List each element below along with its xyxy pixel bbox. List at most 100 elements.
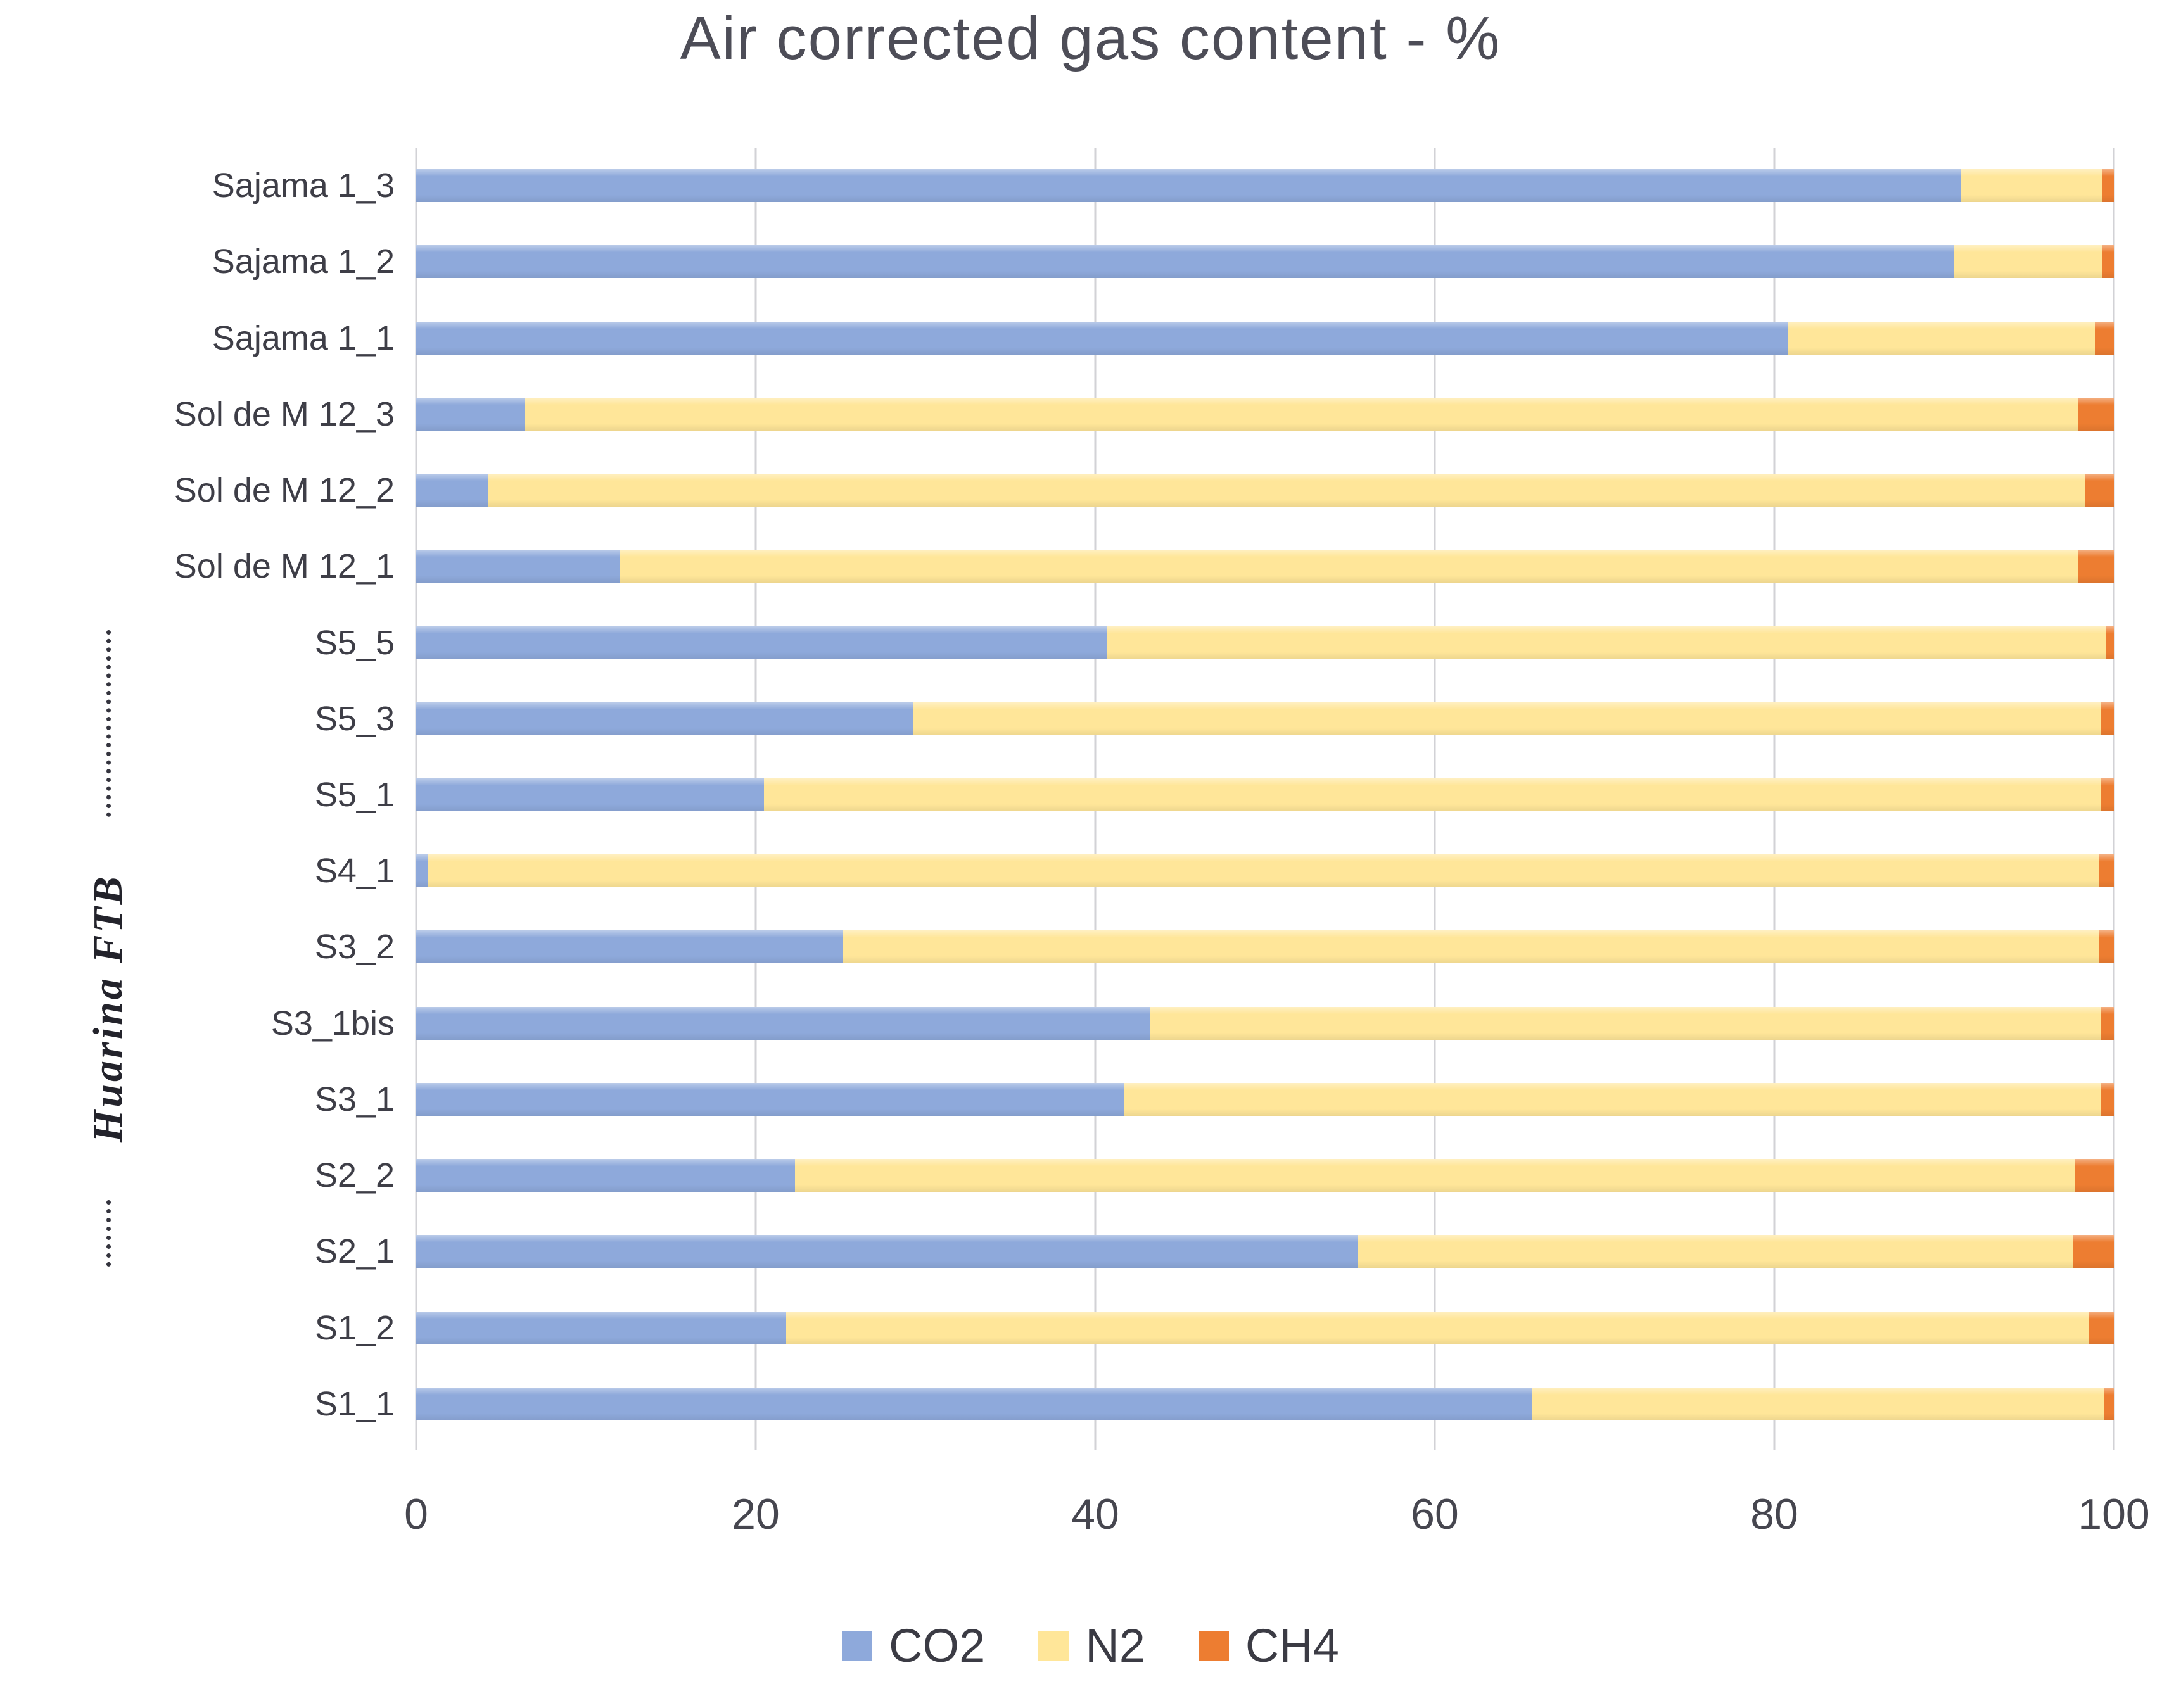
bar-segment-co2 [416,1082,1124,1116]
bar-segment-ch4 [2073,1235,2114,1268]
bar-row [416,300,2114,376]
stacked-bar [416,321,2114,355]
bar-row [416,985,2114,1061]
plot-area [415,148,2115,1450]
x-tick-label: 40 [1071,1490,1119,1538]
legend-label: CH4 [1245,1619,1339,1672]
bar-segment-co2 [416,930,843,964]
bar-segment-n2 [428,854,2099,888]
bar-row [416,148,2114,224]
legend-item-ch4: CH4 [1198,1619,1339,1673]
stacked-bar [416,1006,2114,1040]
group-label-dotted-leader-top [106,630,111,817]
bar-segment-ch4 [2100,702,2114,735]
chart-title: Air corrected gas content - % [680,4,1501,72]
bar-segment-ch4 [2102,169,2114,203]
bar-row [416,1137,2114,1213]
legend: CO2 N2 CH4 [0,1619,2181,1673]
bar-segment-co2 [416,169,1961,203]
group-label-dotted-leader-bottom [106,1200,111,1267]
category-label: Sajama 1_3 [212,167,395,205]
bar-segment-ch4 [2078,397,2114,431]
bar-row [416,833,2114,909]
category-label: S3_2 [314,928,395,966]
legend-swatch-co2 [842,1630,873,1661]
bar-segment-n2 [620,550,2078,583]
gridline-x-100 [2113,148,2115,1450]
bar-row [416,604,2114,680]
bar-row [416,909,2114,985]
bar-segment-ch4 [2088,1311,2114,1344]
bar-segment-ch4 [2105,626,2114,659]
bar-row [416,757,2114,833]
group-axis-label: Huarina FTB [73,630,143,1267]
stacked-bar [416,245,2114,279]
bar-segment-n2 [1358,1235,2073,1268]
legend-item-n2: N2 [1038,1619,1145,1673]
bar-row [416,376,2114,452]
bar-segment-ch4 [2103,1387,2114,1420]
category-label: Sol de M 12_3 [174,395,395,433]
x-tick-label: 60 [1411,1490,1459,1538]
bar-segment-n2 [786,1311,2089,1344]
bar-segment-ch4 [2100,778,2114,811]
bar-segment-co2 [416,321,1788,355]
y-axis-category-labels: Sajama 1_3 Sajama 1_2 Sajama 1_1 Sol de M 1… [0,148,404,1442]
legend-item-co2: CO2 [842,1619,985,1673]
bar-segment-n2 [1954,245,2102,279]
x-tick-label: 20 [732,1490,780,1538]
stacked-bar [416,474,2114,507]
stacked-bar [416,778,2114,811]
bar-segment-n2 [487,474,2085,507]
legend-swatch-n2 [1038,1630,1069,1661]
bar-segment-ch4 [2095,321,2114,355]
bar-segment-co2 [416,550,620,583]
bar-row [416,1290,2114,1366]
bar-segment-n2 [525,397,2078,431]
category-label: Sajama 1_2 [212,243,395,281]
bar-row [416,1366,2114,1442]
bar-segment-co2 [416,1387,1532,1420]
bar-segment-n2 [1788,321,2095,355]
bar-segment-co2 [416,702,914,735]
category-label: Sajama 1_1 [212,319,395,357]
bar-segment-n2 [1107,626,2106,659]
legend-label: N2 [1085,1619,1145,1672]
bar-segment-n2 [1149,1006,2101,1040]
category-label: S5_5 [314,623,395,662]
stacked-bar [416,1082,2114,1116]
bar-segment-n2 [764,778,2101,811]
bar-segment-co2 [416,1159,795,1192]
stacked-bar [416,1387,2114,1420]
stacked-bar [416,550,2114,583]
bar-segment-ch4 [2102,245,2114,279]
category-label: S3_1 [314,1080,395,1118]
bar-segment-ch4 [2098,930,2114,964]
bar-row [416,224,2114,300]
bar-row [416,681,2114,757]
legend-label: CO2 [889,1619,986,1672]
category-label: S5_1 [314,775,395,814]
bar-segment-n2 [794,1159,2075,1192]
bar-segment-co2 [416,1235,1359,1268]
bar-segment-co2 [416,778,765,811]
bar-row [416,452,2114,528]
bar-segment-n2 [1124,1082,2101,1116]
stacked-bar [416,626,2114,659]
bar-segment-co2 [416,397,525,431]
bar-segment-ch4 [2100,1082,2114,1116]
bar-segment-co2 [416,1006,1150,1040]
bar-segment-ch4 [2100,1006,2114,1040]
bar-segment-ch4 [2085,474,2114,507]
stacked-bar [416,702,2114,735]
x-axis-tick-labels: 0 20 40 60 80 100 [404,1490,2150,1547]
bar-segment-ch4 [2098,854,2114,888]
bar-segment-ch4 [2078,550,2114,583]
stacked-bar [416,1235,2114,1268]
bar-row [416,528,2114,604]
category-label: Sol de M 12_2 [174,471,395,510]
stacked-bar [416,854,2114,888]
bar-segment-co2 [416,474,488,507]
bar-segment-n2 [1961,169,2102,203]
